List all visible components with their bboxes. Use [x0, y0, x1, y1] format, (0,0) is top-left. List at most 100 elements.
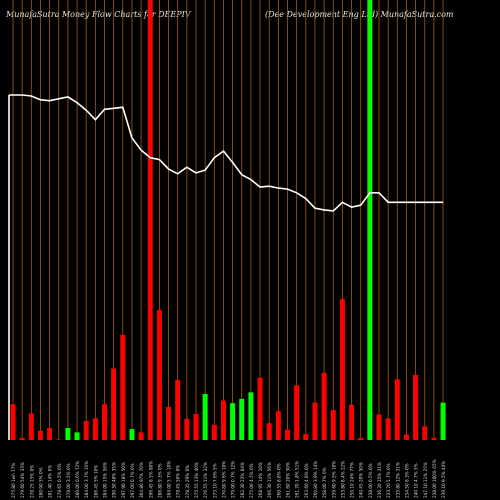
x-tick-label: 284.00 15% 58% [103, 462, 108, 498]
volume-bar [230, 403, 236, 440]
price-line [9, 94, 444, 212]
volume-bar [257, 377, 263, 440]
chart-title: MunafaSutra Money Flow Charts for DEEPIV [6, 10, 191, 19]
x-tick-label: 279.00 0.7% 12% [231, 461, 236, 498]
volume-bar [120, 334, 126, 440]
volume-bar [330, 410, 336, 440]
x-tick-label: 280.90 5% 0% [38, 467, 43, 498]
x-tick-label: 273.10 7.6% 5% [212, 463, 217, 498]
x-tick-label: 275.55 13% 40% [194, 462, 199, 498]
volume-bar [275, 411, 281, 440]
volume-bar [166, 406, 172, 440]
x-tick-label: 233.70 5.7% 0% [386, 463, 391, 498]
x-tick-label: 261.70 1.8% 51% [295, 461, 300, 498]
x-tick-label: 280.00 0.6% 72% [75, 461, 80, 498]
volume-bar [394, 379, 400, 440]
x-tick-label: 275.80 1wh 77% [11, 463, 16, 498]
x-tick-label: 236.20 15% 31% [377, 462, 382, 498]
volume-bar [239, 398, 245, 440]
volume-bar [211, 424, 217, 440]
x-tick-label: 297.00 0.7% 0% [130, 463, 135, 498]
x-tick-label: 238.00 100% 65% [432, 459, 437, 498]
volume-bar [65, 428, 71, 440]
volume-bar [440, 402, 446, 440]
x-tick-label: 234.50 8.3% 0% [404, 463, 409, 498]
volume-bar [220, 400, 226, 440]
x-tick-label: 259.60 9.5% 10% [331, 461, 336, 498]
volume-bar [403, 434, 409, 440]
volume-bar [413, 375, 419, 440]
volume-bar [294, 385, 300, 440]
volume-bar [37, 430, 43, 440]
x-tick-label: 261.60 20% 30% [286, 462, 291, 498]
volume-bar [156, 310, 162, 440]
x-tick-label: 270.80 9.6% 10% [221, 461, 226, 498]
volume-bar [193, 414, 199, 440]
volume-bar [56, 439, 62, 440]
x-tick-label: 282.30 23% 84% [240, 462, 245, 498]
x-tick-label: 268.95 14% 10% [258, 462, 263, 498]
x-tick-label: 279.60 54% 33% [20, 462, 25, 498]
x-tick-label: 239.10 9.5% 44% [441, 461, 446, 498]
x-tick-label: 304.80 97% 70% [139, 462, 144, 498]
x-tick-label: 240.45 20% 50% [359, 462, 364, 498]
x-tick-label: 288.80 9.3% 0% [157, 463, 162, 498]
x-tick-label: 278.65 0.5% 0% [57, 463, 62, 498]
volume-bar [431, 437, 437, 440]
x-tick-label: 290.50 48% 35% [112, 462, 117, 498]
x-tick-label: 250.10 24% 77% [350, 462, 355, 498]
x-tick-label: 297.90 18% 50% [121, 462, 126, 498]
volume-bar [339, 299, 345, 440]
x-tick-label: 278.00 3.5% 0% [66, 463, 71, 498]
x-tick-label: 253.80 8.4% 22% [340, 461, 345, 498]
volume-bar [321, 372, 327, 440]
x-tick-label: 240.10 4.7% 5% [414, 463, 419, 498]
volume-bar [19, 437, 25, 440]
x-tick-label: 260.55 8.8% 0% [276, 463, 281, 498]
x-tick-label: 275.00 4.5% 0% [249, 463, 254, 498]
volume-bar [111, 368, 117, 440]
x-tick-label: 258.00 7% 0% [322, 467, 327, 498]
x-tick-label: 276.55 11% 32% [203, 462, 208, 498]
volume-bar [312, 402, 318, 440]
volume-bar [28, 413, 34, 440]
x-tick-label: 266.30 11% 56% [267, 462, 272, 498]
x-tick-label: 284.00 3.7% 35% [84, 461, 89, 498]
volume-bar [138, 432, 144, 440]
x-tick-label: 260.80 3.9% 14% [313, 461, 318, 498]
volume-bar [349, 404, 355, 440]
volume-bar [422, 426, 428, 440]
x-tick-label: 238.00 0.5% 0% [368, 463, 373, 498]
x-tick-label: 278.45 56% 0% [176, 465, 181, 498]
volume-bar [266, 423, 272, 440]
volume-bar [358, 437, 364, 440]
volume-bar [74, 432, 80, 440]
x-tick-label: 247.10 11% 25% [423, 462, 428, 498]
volume-bar [147, 0, 153, 440]
volume-bar [10, 404, 16, 440]
x-tick-label: 263.60 4.8% 0% [304, 463, 309, 498]
volume-bar [367, 0, 373, 440]
volume-bar [92, 418, 98, 440]
x-tick-label: 296.45 8.5% 80% [148, 461, 153, 498]
volume-bar [385, 418, 391, 440]
x-tick-label: 281.40 14% 6% [48, 465, 53, 498]
volume-bar [303, 434, 309, 440]
chart-subtitle: (Dee Development Eng Ltd) MunafaSutra.co… [265, 10, 454, 19]
x-tick-label: 278.35 29% 0% [185, 465, 190, 498]
volume-bar [175, 379, 181, 440]
volume-bar [47, 428, 53, 440]
volume-bar [129, 429, 135, 440]
x-tick-label: 286.45 5% 10% [93, 465, 98, 498]
volume-bar [184, 418, 190, 440]
x-tick-label: 278.25 15% 0% [29, 465, 34, 498]
x-tick-label: 284.00 5.7% 10% [167, 461, 172, 498]
volume-bar [248, 392, 254, 440]
volume-bar [202, 393, 208, 440]
volume-bar [102, 404, 107, 440]
x-tick-label: 235.80 12% 31% [395, 462, 400, 498]
volume-bar [285, 429, 290, 440]
volume-bar [83, 421, 89, 440]
